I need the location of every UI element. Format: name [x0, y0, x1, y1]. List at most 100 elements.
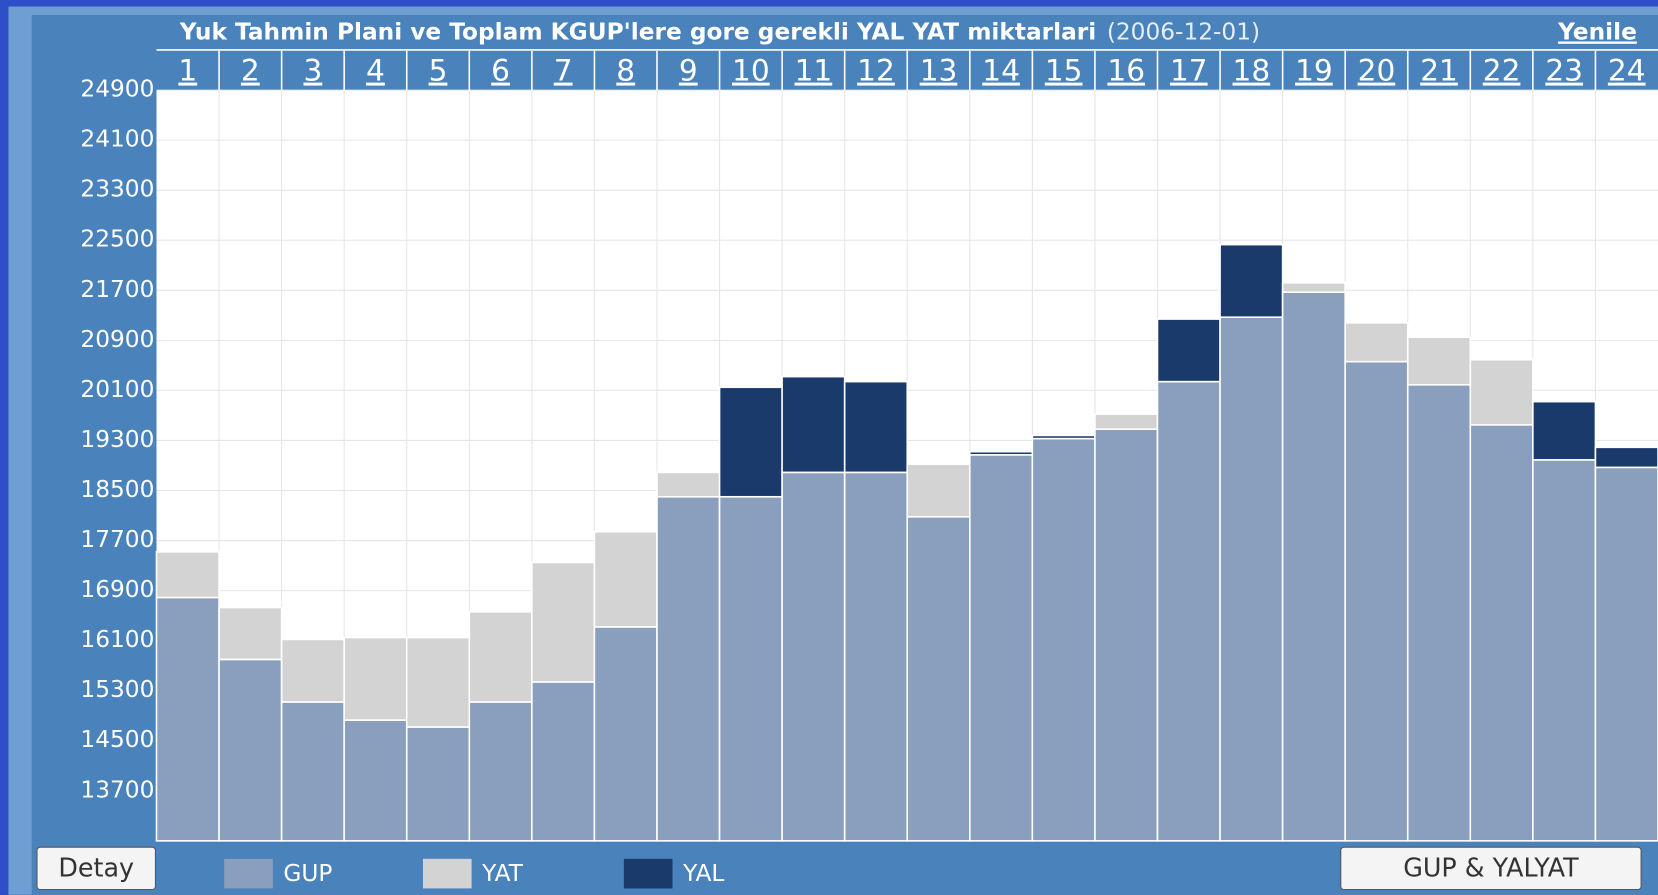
y-tick-label: 17700 — [80, 526, 154, 553]
bar-segment — [718, 386, 783, 498]
hour-link[interactable]: 9 — [679, 54, 698, 88]
y-tick-label: 13700 — [80, 776, 154, 803]
y-tick-label: 20100 — [80, 376, 154, 403]
hour-link[interactable]: 24 — [1608, 54, 1646, 88]
bar-segment — [1344, 360, 1409, 842]
hour-link[interactable]: 4 — [366, 54, 385, 88]
y-tick-label: 18500 — [80, 476, 154, 503]
bar-segment — [906, 463, 971, 518]
hour-link[interactable]: 1 — [178, 54, 197, 88]
hour-link[interactable]: 14 — [982, 54, 1020, 88]
legend-label: GUP — [283, 860, 332, 887]
hour-link[interactable]: 19 — [1295, 54, 1333, 88]
bar-segment — [1594, 466, 1658, 842]
bar-segment — [1406, 336, 1472, 386]
bar-segment — [969, 454, 1034, 842]
button-label[interactable]: GUP & YALYAT — [1403, 852, 1579, 882]
bar-segment — [1469, 424, 1534, 842]
chart-title: Yuk Tahmin Plani ve Toplam KGUP'lere gor… — [179, 19, 1096, 46]
hour-link[interactable]: 5 — [429, 54, 448, 88]
hour-link[interactable]: 17 — [1170, 54, 1208, 88]
hour-link[interactable]: 7 — [554, 54, 573, 88]
bar-segment — [1532, 400, 1597, 461]
bar-segment — [1219, 243, 1284, 318]
y-tick-label: 16100 — [80, 626, 154, 653]
bar-segment — [218, 606, 283, 661]
hour-link[interactable]: 15 — [1045, 54, 1083, 88]
legend-label: YAL — [682, 860, 724, 887]
bar-segment — [1031, 437, 1096, 842]
legend-swatch — [623, 858, 673, 889]
bar-segment — [280, 638, 345, 703]
hour-link[interactable]: 8 — [616, 54, 635, 88]
detay-button[interactable]: Detay — [36, 846, 156, 891]
bar-segment — [280, 701, 345, 842]
bar-segment — [1594, 446, 1658, 469]
y-tick-label: 16900 — [80, 576, 154, 603]
bar-segment — [1344, 322, 1409, 363]
legend-swatch — [422, 858, 472, 889]
button-frame — [36, 846, 156, 891]
bar-segment — [656, 495, 721, 842]
hour-link[interactable]: 11 — [795, 54, 833, 88]
bar-segment — [656, 471, 721, 498]
bar-segment — [405, 636, 471, 728]
bar-segment — [531, 681, 596, 842]
gup-yalyat-button[interactable]: GUP & YALYAT — [1340, 846, 1642, 891]
button-label[interactable]: Detay — [58, 852, 134, 882]
y-tick-label: 14500 — [80, 726, 154, 753]
hour-link[interactable]: 20 — [1358, 54, 1396, 88]
bar-segment — [1156, 380, 1221, 842]
y-tick-label: 15300 — [80, 676, 154, 703]
hour-link[interactable]: 23 — [1545, 54, 1583, 88]
bar-segment — [906, 515, 971, 842]
bar-segment — [781, 375, 846, 474]
bar-segment — [155, 596, 220, 842]
hour-link[interactable]: 3 — [303, 54, 322, 88]
legend-swatch — [224, 858, 273, 889]
bar-segment — [1469, 358, 1534, 426]
y-tick-label: 24900 — [80, 76, 154, 103]
y-tick-label: 22500 — [80, 226, 154, 253]
hour-link[interactable]: 10 — [732, 54, 770, 88]
bar-segment — [781, 471, 846, 842]
hour-link[interactable]: 22 — [1483, 54, 1521, 88]
refresh-link[interactable]: Yenile — [1557, 19, 1637, 46]
y-tick-label: 21700 — [80, 276, 154, 303]
bar-segment — [343, 636, 408, 721]
bar-segment — [718, 495, 783, 842]
bar-segment — [1219, 316, 1284, 842]
hour-link[interactable]: 13 — [920, 54, 958, 88]
bar-segment — [343, 719, 408, 842]
y-tick-label: 23300 — [80, 176, 154, 203]
bar-segment — [1406, 383, 1472, 842]
bar-segment — [1281, 291, 1346, 842]
bar-segment — [218, 658, 283, 842]
chart-date: (2006-12-01) — [1107, 19, 1260, 46]
bar-segment — [843, 380, 909, 474]
button-frame — [1340, 846, 1642, 891]
bar-segment — [593, 530, 658, 628]
bar-segment — [593, 626, 658, 842]
hour-link[interactable]: 18 — [1233, 54, 1271, 88]
bar-segment — [1094, 428, 1159, 842]
hour-link[interactable]: 12 — [857, 54, 895, 88]
legend-label: YAT — [481, 860, 523, 887]
bar-segment — [1156, 318, 1221, 383]
hour-link[interactable]: 16 — [1107, 54, 1145, 88]
hour-link[interactable]: 2 — [241, 54, 260, 88]
bar-segment — [969, 450, 1034, 456]
bar-segment — [468, 701, 533, 842]
bar-segment — [1031, 434, 1096, 440]
bar-segment — [468, 611, 533, 703]
bar-segment — [405, 726, 471, 842]
hour-link[interactable]: 6 — [491, 54, 510, 88]
y-tick-label: 24100 — [80, 126, 154, 153]
hour-link[interactable]: 21 — [1420, 54, 1458, 88]
bar-segment — [531, 561, 596, 683]
bar-segment — [843, 471, 909, 842]
bar-segment — [1532, 459, 1597, 842]
y-tick-label: 19300 — [80, 426, 154, 453]
